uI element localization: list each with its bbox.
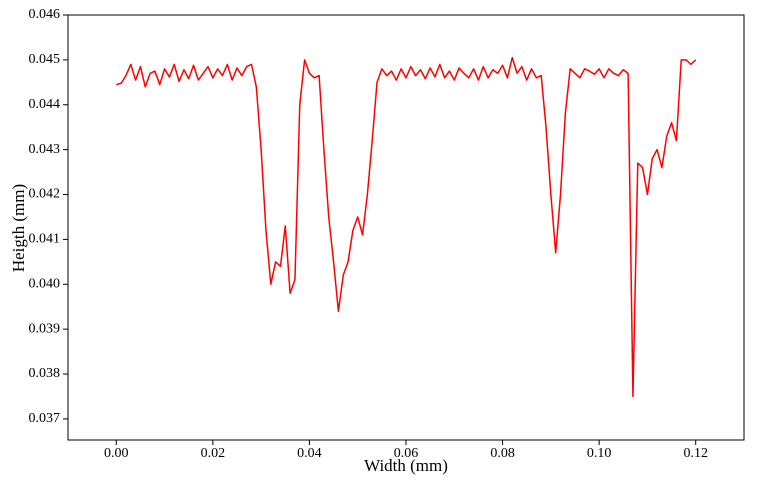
x-tick-label: 0.10 (587, 446, 612, 461)
plot-frame (67, 14, 745, 441)
y-tick-label: 0.043 (29, 142, 61, 157)
data-line (116, 56, 697, 398)
x-axis-label: Width (mm) (364, 456, 448, 475)
y-tick-label: 0.046 (29, 7, 61, 22)
y-axis-label: Heigth (mm) (9, 184, 28, 272)
x-tick-label: 0.12 (683, 446, 708, 461)
y-tick-label: 0.039 (29, 321, 61, 336)
x-tick-label: 0.06 (394, 446, 419, 461)
y-tick-label: 0.042 (29, 187, 61, 202)
y-tick-label: 0.045 (29, 52, 61, 67)
x-tick-label: 0.00 (104, 446, 129, 461)
y-tick-label: 0.037 (29, 411, 61, 426)
x-tick-label: 0.02 (201, 446, 226, 461)
y-tick-label: 0.041 (29, 232, 61, 247)
x-tick-label: 0.08 (490, 446, 515, 461)
x-tick-label: 0.04 (297, 446, 322, 461)
y-tick-label: 0.038 (29, 366, 61, 381)
y-tick-label: 0.044 (29, 97, 61, 112)
y-tick-label: 0.040 (29, 276, 61, 291)
